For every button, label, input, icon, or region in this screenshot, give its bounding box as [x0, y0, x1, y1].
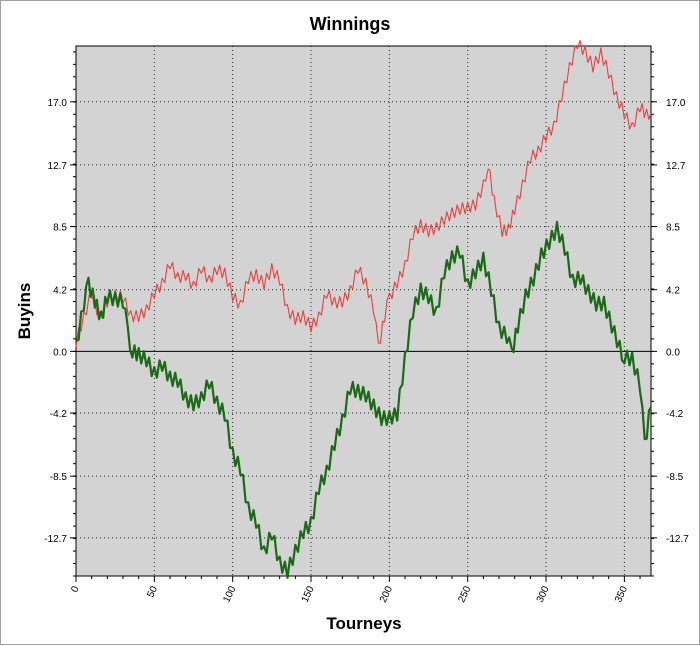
x-tick-label: 150: [300, 584, 317, 604]
x-tick-label: 100: [221, 584, 238, 604]
y-tick-label-left: 17.0: [48, 98, 68, 109]
y-tick-label-left: 4.2: [53, 286, 67, 297]
x-tick-label: 350: [613, 584, 630, 604]
y-tick-label-left: -12.7: [44, 534, 67, 545]
series-line-green: [75, 220, 652, 579]
y-tick-label-right: -12.7: [666, 534, 689, 545]
x-tick-label: 250: [456, 584, 473, 604]
series-group: [75, 39, 652, 579]
plot-area: [76, 46, 651, 576]
grid: [76, 46, 651, 576]
y-tick-label-left: 12.7: [48, 161, 68, 172]
x-tick-label: 50: [145, 584, 160, 599]
x-tick-label: 300: [535, 584, 552, 604]
x-axis-label: Tourneys: [326, 614, 401, 633]
plot-border: [75, 45, 652, 577]
x-tick-label: 0: [69, 584, 82, 594]
y-tick-label-left: 8.5: [53, 223, 67, 234]
y-tick-label-right: 0.0: [666, 347, 680, 358]
y-axis-label: Buyins: [15, 283, 34, 340]
y-tick-label-left: -8.5: [50, 472, 68, 483]
y-tick-label-right: 8.5: [666, 223, 680, 234]
y-tick-label-right: 12.7: [666, 161, 686, 172]
y-tick-label-left: 0.0: [53, 347, 67, 358]
y-tick-label-left: -4.2: [50, 409, 68, 420]
y-tick-label-right: 17.0: [666, 98, 686, 109]
x-tick-label: 200: [378, 584, 395, 604]
y-tick-label-right: 4.2: [666, 286, 680, 297]
y-tick-label-right: -8.5: [666, 472, 684, 483]
y-tick-label-right: -4.2: [666, 409, 684, 420]
chart-title: Winnings: [310, 14, 391, 34]
series-line-red: [75, 39, 652, 347]
